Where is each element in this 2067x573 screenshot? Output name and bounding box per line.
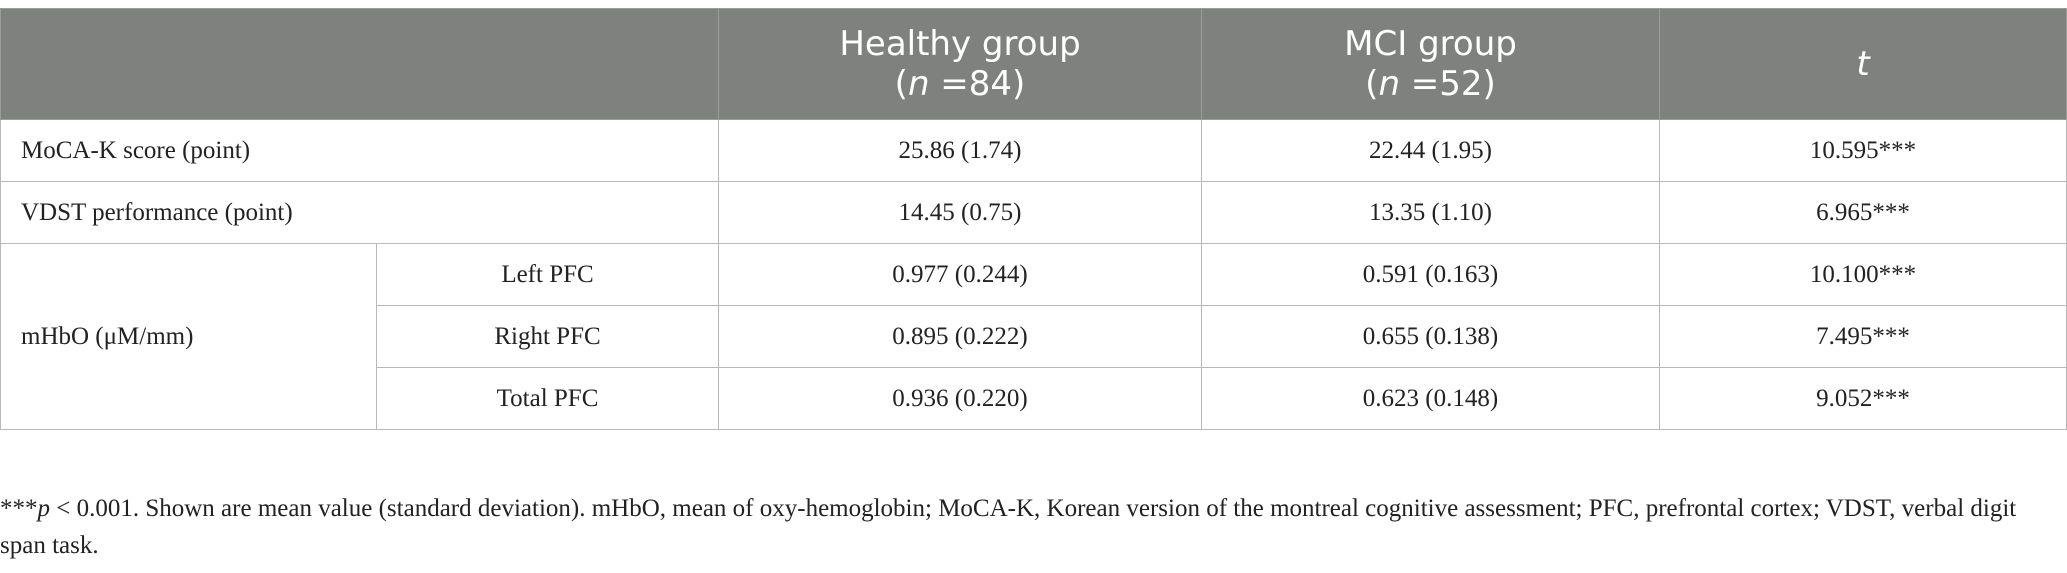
cell-right-pfc-t: 7.495*** <box>1659 305 2067 368</box>
cell-right-pfc-healthy: 0.895 (0.222) <box>718 305 1202 368</box>
cell-moca-mci: 22.44 (1.95) <box>1201 119 1660 182</box>
row-label-moca: MoCA-K score (point) <box>0 119 719 182</box>
table-footnote: ***p < 0.001. Shown are mean value (stan… <box>0 490 2050 564</box>
t-symbol: t <box>1856 44 1870 84</box>
cell-vdst-t: 6.965*** <box>1659 181 2067 244</box>
healthy-n-value: =84) <box>929 64 1026 104</box>
row-label-vdst: VDST performance (point) <box>0 181 719 244</box>
results-table: Healthy group (n =84) MCI group (n =52) … <box>0 8 2067 430</box>
healthy-group-name: Healthy group <box>839 24 1081 64</box>
cell-right-pfc-mci: 0.655 (0.138) <box>1201 305 1660 368</box>
table-row-left-pfc: mHbO (μM/mm) Left PFC 0.977 (0.244) 0.59… <box>0 243 2067 430</box>
footnote-p-symbol: p <box>37 495 51 522</box>
cell-total-pfc-t: 9.052*** <box>1659 367 2067 430</box>
cell-moca-t: 10.595*** <box>1659 119 2067 182</box>
cell-total-pfc-mci: 0.623 (0.148) <box>1201 367 1660 430</box>
table-row-vdst: VDST performance (point) 14.45 (0.75) 13… <box>0 181 2067 244</box>
sub-label-right-pfc: Right PFC <box>376 305 719 368</box>
header-mci-group: MCI group (n =52) <box>1201 8 1660 120</box>
header-healthy-group: Healthy group (n =84) <box>718 8 1202 120</box>
cell-vdst-healthy: 14.45 (0.75) <box>718 181 1202 244</box>
cell-total-pfc-healthy: 0.936 (0.220) <box>718 367 1202 430</box>
cell-left-pfc-healthy: 0.977 (0.244) <box>718 243 1202 306</box>
sub-label-total-pfc: Total PFC <box>376 367 719 430</box>
footnote-stars: *** <box>0 495 38 522</box>
sub-label-left-pfc: Left PFC <box>376 243 719 306</box>
cell-left-pfc-t: 10.100*** <box>1659 243 2067 306</box>
mci-n-symbol: n <box>1378 64 1400 104</box>
cell-moca-healthy: 25.86 (1.74) <box>718 119 1202 182</box>
header-t-statistic: t <box>1659 8 2067 120</box>
mci-group-n: (n =52) <box>1202 64 1659 104</box>
healthy-n-symbol: n <box>907 64 930 104</box>
table-row-moca: MoCA-K score (point) 25.86 (1.74) 22.44 … <box>0 119 2067 182</box>
healthy-n-prefix: ( <box>894 64 908 104</box>
cell-vdst-mci: 13.35 (1.10) <box>1201 181 1660 244</box>
mci-group-name: MCI group <box>1344 24 1517 64</box>
cell-left-pfc-mci: 0.591 (0.163) <box>1201 243 1660 306</box>
footnote-text: < 0.001. Shown are mean value (standard … <box>0 495 2017 559</box>
healthy-group-n: (n =84) <box>719 64 1201 104</box>
header-empty-cell <box>0 8 719 120</box>
mci-n-prefix: ( <box>1365 64 1379 104</box>
mci-n-value: =52) <box>1400 64 1496 104</box>
table-row-total-pfc: Total PFC 0.936 (0.220) 0.623 (0.148) 9.… <box>1 367 2067 430</box>
header-row: Healthy group (n =84) MCI group (n =52) … <box>0 8 2067 120</box>
row-label-mhbo: mHbO (μM/mm) <box>0 243 377 430</box>
